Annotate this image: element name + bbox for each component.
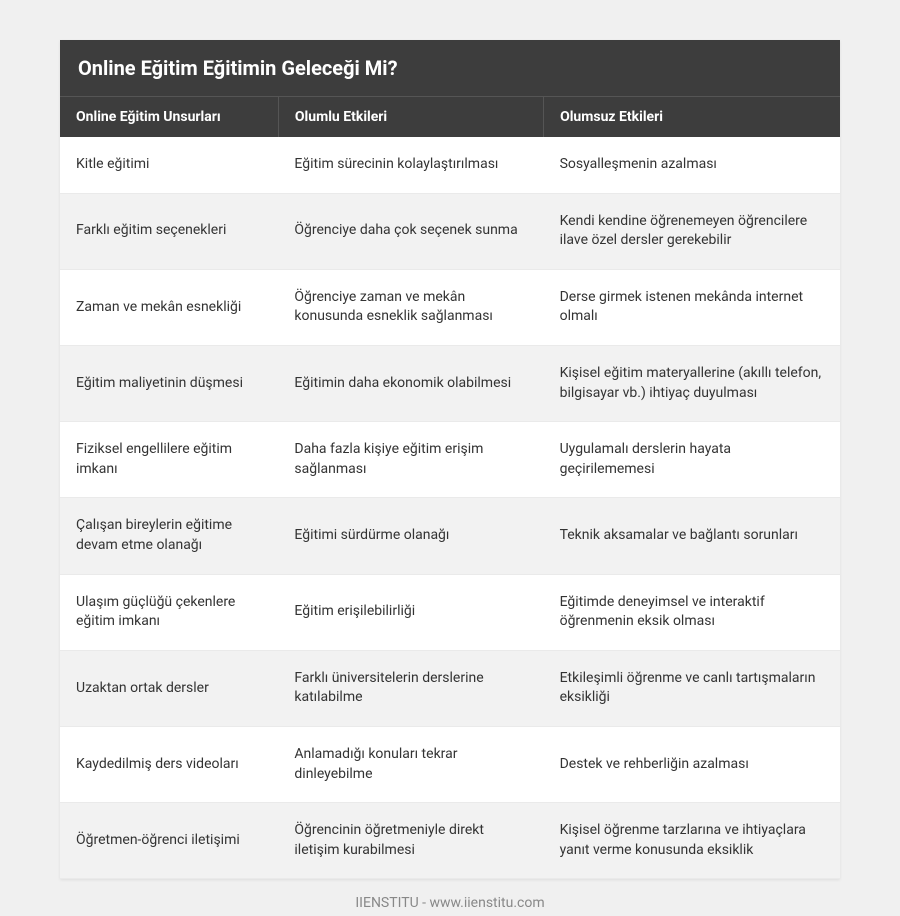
table-cell: Anlamadığı konuları tekrar dinleyebilme: [278, 726, 543, 802]
table-row: Eğitim maliyetinin düşmesiEğitimin daha …: [60, 345, 840, 421]
table-cell: Öğretmen-öğrenci iletişimi: [60, 803, 278, 879]
table-row: Kaydedilmiş ders videolarıAnlamadığı kon…: [60, 726, 840, 802]
table-row: Zaman ve mekân esnekliğiÖğrenciye zaman …: [60, 269, 840, 345]
table-cell: Kaydedilmiş ders videoları: [60, 726, 278, 802]
table-header-cell: Olumsuz Etkileri: [544, 97, 840, 137]
table-cell: Derse girmek istenen mekânda internet ol…: [544, 269, 840, 345]
table-row: Çalışan bireylerin eğitime devam etme ol…: [60, 498, 840, 574]
table-cell: Çalışan bireylerin eğitime devam etme ol…: [60, 498, 278, 574]
table-cell: Zaman ve mekân esnekliği: [60, 269, 278, 345]
table-cell: Eğitim sürecinin kolaylaştırılması: [278, 137, 543, 193]
table-cell: Farklı üniversitelerin derslerine katıla…: [278, 650, 543, 726]
table-row: Uzaktan ortak derslerFarklı üniversitele…: [60, 650, 840, 726]
table-cell: Farklı eğitim seçenekleri: [60, 193, 278, 269]
table-cell: Sosyalleşmenin azalması: [544, 137, 840, 193]
table-cell: Eğitim maliyetinin düşmesi: [60, 345, 278, 421]
table-cell: Kitle eğitimi: [60, 137, 278, 193]
table-cell: Eğitim erişilebilirliği: [278, 574, 543, 650]
table-cell: Uzaktan ortak dersler: [60, 650, 278, 726]
table-header-cell: Online Eğitim Unsurları: [60, 97, 278, 137]
footer-credit: IIENSTITU - www.iienstitu.com: [60, 879, 840, 911]
table-cell: Uygulamalı derslerin hayata geçirilememe…: [544, 422, 840, 498]
table-row: Ulaşım güçlüğü çekenlere eğitim imkanıEğ…: [60, 574, 840, 650]
table-cell: Öğrenciye daha çok seçenek sunma: [278, 193, 543, 269]
table-row: Fiziksel engellilere eğitim imkanıDaha f…: [60, 422, 840, 498]
table-header-cell: Olumlu Etkileri: [278, 97, 543, 137]
table-cell: Daha fazla kişiye eğitim erişim sağlanma…: [278, 422, 543, 498]
table-cell: Kendi kendine öğrenemeyen öğrencilere il…: [544, 193, 840, 269]
table-cell: Etkileşimli öğrenme ve canlı tartışmalar…: [544, 650, 840, 726]
data-table: Online Eğitim Unsurları Olumlu Etkileri …: [60, 97, 840, 879]
table-cell: Kişisel öğrenme tarzlarına ve ihtiyaçlar…: [544, 803, 840, 879]
table-cell: Öğrenciye zaman ve mekân konusunda esnek…: [278, 269, 543, 345]
table-cell: Eğitimi sürdürme olanağı: [278, 498, 543, 574]
table-cell: Teknik aksamalar ve bağlantı sorunları: [544, 498, 840, 574]
table-cell: Eğitimin daha ekonomik olabilmesi: [278, 345, 543, 421]
table-cell: Ulaşım güçlüğü çekenlere eğitim imkanı: [60, 574, 278, 650]
table-row: Farklı eğitim seçenekleriÖğrenciye daha …: [60, 193, 840, 269]
table-cell: Kişisel eğitim materyallerine (akıllı te…: [544, 345, 840, 421]
table-cell: Eğitimde deneyimsel ve interaktif öğrenm…: [544, 574, 840, 650]
table-header-row: Online Eğitim Unsurları Olumlu Etkileri …: [60, 97, 840, 137]
table-cell: Fiziksel engellilere eğitim imkanı: [60, 422, 278, 498]
table-container: Online Eğitim Eğitimin Geleceği Mi? Onli…: [60, 40, 840, 879]
table-title: Online Eğitim Eğitimin Geleceği Mi?: [60, 40, 840, 97]
table-row: Kitle eğitimiEğitim sürecinin kolaylaştı…: [60, 137, 840, 193]
table-row: Öğretmen-öğrenci iletişimiÖğrencinin öğr…: [60, 803, 840, 879]
table-body: Kitle eğitimiEğitim sürecinin kolaylaştı…: [60, 137, 840, 879]
table-cell: Öğrencinin öğretmeniyle direkt iletişim …: [278, 803, 543, 879]
table-cell: Destek ve rehberliğin azalması: [544, 726, 840, 802]
